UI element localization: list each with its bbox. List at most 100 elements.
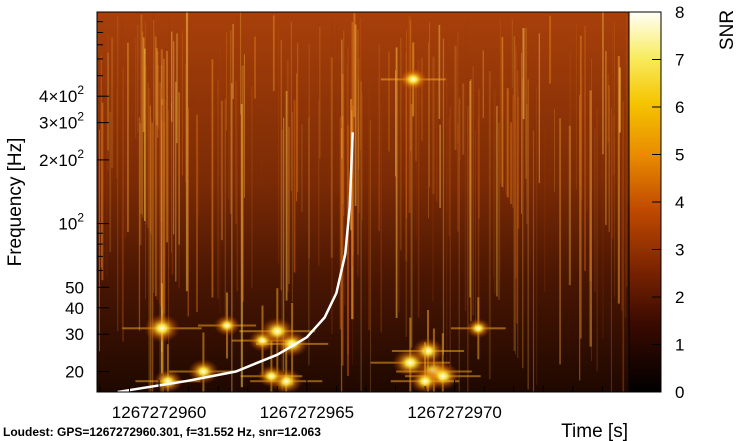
streak xyxy=(346,125,349,376)
streak xyxy=(319,26,321,159)
streak xyxy=(157,65,159,129)
streak xyxy=(517,70,519,358)
streak xyxy=(526,104,528,225)
streak xyxy=(144,48,146,221)
streak xyxy=(586,126,589,211)
streak xyxy=(227,62,230,200)
streak xyxy=(99,129,100,352)
streak xyxy=(236,14,239,292)
streak xyxy=(625,15,628,287)
streak xyxy=(144,54,146,136)
streak xyxy=(525,27,527,179)
streak xyxy=(235,81,238,225)
streak xyxy=(336,64,338,194)
hotspot-flare xyxy=(285,340,288,392)
streak xyxy=(438,24,441,119)
streak xyxy=(152,13,155,119)
streak xyxy=(475,130,476,332)
streak xyxy=(380,102,382,333)
streak xyxy=(612,114,615,176)
streak xyxy=(354,24,357,206)
streak xyxy=(579,108,581,186)
streak xyxy=(140,14,143,215)
streak xyxy=(158,70,160,304)
streak xyxy=(251,86,253,288)
streak xyxy=(286,60,289,292)
streak xyxy=(160,87,163,307)
streak xyxy=(226,32,227,131)
streak xyxy=(527,79,529,390)
streak xyxy=(111,85,113,181)
streak xyxy=(614,22,615,297)
streak xyxy=(341,123,343,355)
streak xyxy=(161,104,163,311)
streak xyxy=(168,110,169,344)
chirp-track xyxy=(117,132,354,392)
streak xyxy=(579,94,581,381)
streak xyxy=(458,98,460,392)
streak xyxy=(432,40,434,302)
streak xyxy=(581,75,583,201)
hotspot xyxy=(213,314,241,337)
streak xyxy=(612,119,613,239)
streak xyxy=(318,99,320,267)
streak xyxy=(359,18,362,151)
streak xyxy=(493,32,494,279)
x-tick-label: 1267272960 xyxy=(112,403,207,422)
streak xyxy=(178,92,180,245)
streak xyxy=(361,92,363,220)
streak xyxy=(105,106,108,278)
streak xyxy=(288,126,290,285)
streak xyxy=(280,39,282,291)
streak xyxy=(277,24,279,264)
streak xyxy=(341,39,343,159)
streak xyxy=(357,47,359,124)
x-axis-title: Time [s] xyxy=(561,421,628,441)
streak xyxy=(429,22,430,188)
streak xyxy=(358,58,360,213)
streak xyxy=(515,53,516,355)
streak xyxy=(470,79,472,322)
streak xyxy=(101,102,104,281)
streak xyxy=(517,96,519,229)
streak xyxy=(156,53,158,300)
streak xyxy=(612,30,614,239)
streak xyxy=(142,37,145,133)
streak xyxy=(469,81,471,298)
streak xyxy=(293,100,296,273)
streak xyxy=(220,100,223,241)
colorbar-tick-label: 4 xyxy=(675,193,684,212)
streak xyxy=(575,24,577,190)
hotspot xyxy=(411,337,445,365)
streak xyxy=(488,71,491,380)
streak xyxy=(161,119,163,353)
streak xyxy=(145,20,146,300)
streak xyxy=(343,30,345,217)
streak xyxy=(607,73,609,143)
streak xyxy=(217,79,219,299)
y-tick-label: 50 xyxy=(65,278,84,297)
streak xyxy=(357,107,359,277)
streak xyxy=(142,31,144,218)
hotspot-layer xyxy=(122,42,506,392)
hotspot xyxy=(187,359,219,384)
streak xyxy=(171,47,174,275)
streak xyxy=(395,70,396,177)
x-axis-ticks: 1267272960 1267272965 1267272970 xyxy=(99,380,603,422)
x-tick-label: 1267272970 xyxy=(407,403,502,422)
streak xyxy=(554,108,555,193)
streak xyxy=(175,81,177,282)
streak xyxy=(454,45,457,151)
streak xyxy=(482,50,484,118)
streak xyxy=(618,67,621,133)
colorbar-tick-label: 6 xyxy=(675,98,684,117)
streak xyxy=(415,71,417,162)
streak xyxy=(605,51,607,225)
streak xyxy=(608,85,610,232)
streak xyxy=(499,53,501,280)
streak xyxy=(168,13,171,268)
hotspot xyxy=(144,313,180,343)
streak xyxy=(432,56,435,195)
streak xyxy=(353,13,356,118)
streak xyxy=(617,56,620,304)
